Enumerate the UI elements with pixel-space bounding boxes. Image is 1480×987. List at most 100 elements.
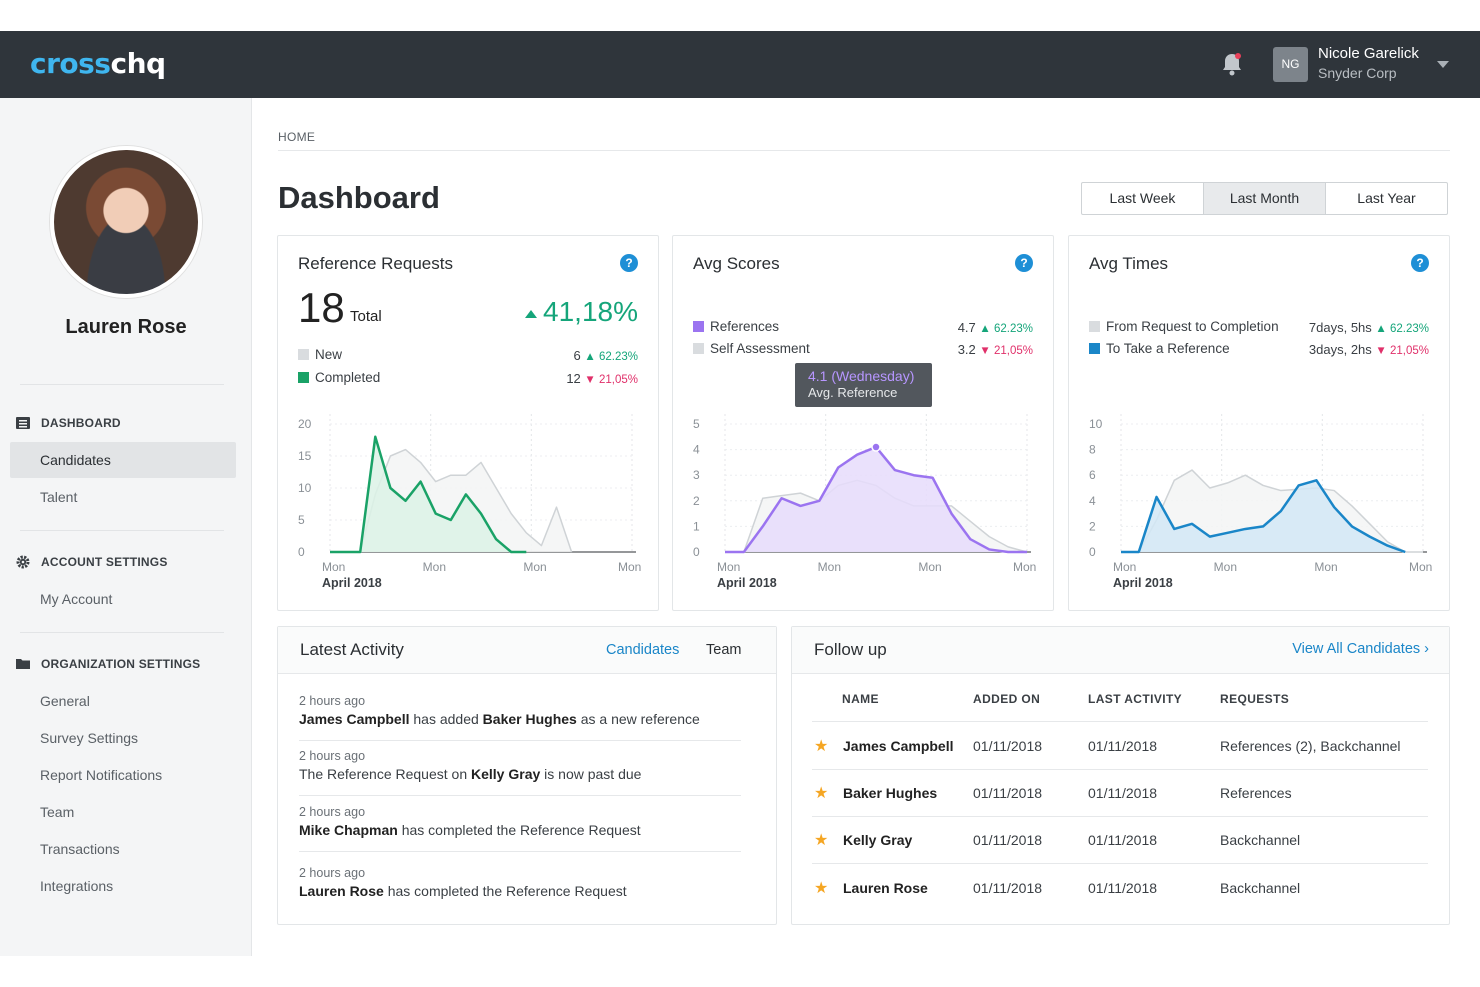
sidebar-item-general[interactable]: General <box>40 693 90 709</box>
profile-photo <box>50 146 202 298</box>
y-tick-label: 15 <box>298 449 312 463</box>
x-tick-label: Mon <box>1214 560 1237 574</box>
card-title: Reference Requests <box>298 254 453 273</box>
column-header-last-activity[interactable]: LAST ACTIVITY <box>1088 692 1183 706</box>
chart-tooltip: 4.1 (Wednesday) Avg. Reference <box>795 363 932 407</box>
card-title: Avg Scores <box>693 254 780 273</box>
profile-name: Lauren Rose <box>65 316 187 338</box>
chevron-down-icon[interactable] <box>1437 61 1449 68</box>
card-title: Follow up <box>814 640 887 659</box>
sidebar-item-talent[interactable]: Talent <box>40 489 78 505</box>
sidebar-section-organization: ORGANIZATION SETTINGS <box>16 657 200 671</box>
tab-candidates[interactable]: Candidates <box>606 642 680 658</box>
y-tick-label: 10 <box>298 481 312 495</box>
star-icon[interactable]: ★ <box>814 785 829 802</box>
column-header-added-on[interactable]: ADDED ON <box>973 692 1041 706</box>
legend-value: 12 ▼ 21,05% <box>566 371 638 386</box>
series-line <box>1121 469 1423 553</box>
star-icon[interactable]: ★ <box>814 832 829 849</box>
help-icon[interactable]: ? <box>1411 254 1429 272</box>
legend-take-reference: To Take a Reference <box>1089 341 1230 356</box>
series-area <box>330 436 527 552</box>
series-line <box>330 435 527 554</box>
help-icon[interactable]: ? <box>620 254 638 272</box>
divider <box>278 150 1450 151</box>
y-tick-label: 3 <box>693 468 700 482</box>
bell-icon[interactable] <box>1218 51 1246 79</box>
highlight-point <box>871 442 881 452</box>
series-area <box>1121 480 1406 552</box>
range-last-month[interactable]: Last Month <box>1204 183 1326 214</box>
table-row[interactable]: ★ James Campbell 01/11/2018 01/11/2018 R… <box>812 723 1428 770</box>
legend-swatch <box>693 321 704 332</box>
activity-item: 2 hours ago James Campbell has added Bak… <box>299 694 741 741</box>
user-name[interactable]: Nicole Garelick <box>1318 45 1419 62</box>
range-last-week[interactable]: Last Week <box>1082 183 1204 214</box>
arrow-up-icon <box>525 309 538 318</box>
y-tick-label: 6 <box>1089 468 1096 482</box>
sidebar-item-candidates[interactable]: Candidates <box>10 442 236 478</box>
page-title: Dashboard <box>278 180 440 215</box>
sidebar-item-my-account[interactable]: My Account <box>40 591 113 607</box>
divider <box>812 721 1428 722</box>
sidebar-item-survey-settings[interactable]: Survey Settings <box>40 730 139 746</box>
x-sub-label: April 2018 <box>1113 576 1173 590</box>
sidebar-item-integrations[interactable]: Integrations <box>40 878 114 894</box>
y-tick-label: 20 <box>298 417 312 431</box>
star-icon[interactable]: ★ <box>814 738 829 755</box>
top-bar: crosschq NG Nicole Garelick Snyder Corp <box>0 31 1480 98</box>
sidebar-item-team[interactable]: Team <box>40 804 75 820</box>
y-tick-label: 0 <box>1089 545 1096 559</box>
reference-requests-chart: 0 5 10 15 20 Mon Mon Mon Mon April 2018 <box>298 414 641 590</box>
avg-scores-chart: 0 1 2 3 4 5 Mon Mon Mon Mon April 2018 <box>693 414 1036 590</box>
activity-item: 2 hours ago Lauren Rose has completed th… <box>299 866 627 899</box>
view-all-candidates-link[interactable]: View All Candidates › <box>1292 641 1429 657</box>
legend-swatch <box>693 343 704 354</box>
column-header-requests[interactable]: REQUESTS <box>1220 692 1290 706</box>
column-header-name[interactable]: NAME <box>842 692 879 706</box>
latest-activity-card: Latest Activity Candidates Team 2 hours … <box>277 626 777 925</box>
legend-swatch <box>298 349 309 360</box>
avg-scores-card: Avg Scores ? References 4.7 ▲ 62.23% Sel… <box>672 235 1054 611</box>
legend-value: 3days, 2hs ▼ 21,05% <box>1308 342 1429 357</box>
legend-swatch <box>1089 321 1100 332</box>
x-tick-label: Mon <box>423 560 446 574</box>
y-tick-label: 5 <box>693 417 700 431</box>
app-logo[interactable]: crosschq <box>30 47 166 80</box>
sidebar-item-report-notifications[interactable]: Report Notifications <box>40 767 163 783</box>
table-row[interactable]: ★ Baker Hughes 01/11/2018 01/11/2018 Ref… <box>812 770 1428 817</box>
legend-completed: Completed <box>298 370 380 385</box>
legend-value: 4.7 ▲ 62.23% <box>957 320 1033 335</box>
table-row[interactable]: ★ Lauren Rose 01/11/2018 01/11/2018 Back… <box>814 880 1301 897</box>
breadcrumb[interactable]: HOME <box>278 130 316 144</box>
legend-references: References <box>693 319 779 334</box>
change-percent: 41,18% <box>525 296 638 328</box>
table-row[interactable]: ★ Kelly Gray 01/11/2018 01/11/2018 Backc… <box>812 817 1428 864</box>
legend-self-assessment: Self Assessment <box>693 341 810 356</box>
reference-requests-card: Reference Requests ? 18 Total 41,18% New… <box>277 235 659 611</box>
x-tick-label: Mon <box>1113 560 1136 574</box>
list-icon <box>16 417 30 429</box>
divider <box>20 384 224 385</box>
card-title: Avg Times <box>1089 254 1169 273</box>
series-area <box>725 447 1027 552</box>
legend-value: 3.2 ▼ 21,05% <box>957 342 1033 357</box>
avg-times-chart: 0 2 4 6 8 10 Mon Mon Mon Mon April 2018 <box>1089 414 1432 590</box>
x-tick-label: Mon <box>717 560 740 574</box>
help-icon[interactable]: ? <box>1015 254 1033 272</box>
sidebar-section-dashboard: DASHBOARD <box>16 416 121 430</box>
series-line <box>1121 479 1406 554</box>
card-title: Latest Activity <box>300 640 404 659</box>
user-avatar[interactable]: NG <box>1273 47 1308 82</box>
x-sub-label: April 2018 <box>322 576 382 590</box>
tab-team[interactable]: Team <box>706 642 742 658</box>
range-last-year[interactable]: Last Year <box>1357 190 1416 206</box>
activity-item: 2 hours ago Mike Chapman has completed t… <box>299 805 741 852</box>
x-tick-label: Mon <box>1013 560 1036 574</box>
y-tick-label: 4 <box>693 443 700 457</box>
y-tick-label: 2 <box>1089 519 1096 533</box>
star-icon[interactable]: ★ <box>814 880 829 897</box>
sidebar-item-transactions[interactable]: Transactions <box>40 841 120 857</box>
y-tick-label: 8 <box>1089 443 1096 457</box>
y-tick-label: 1 <box>693 519 700 533</box>
